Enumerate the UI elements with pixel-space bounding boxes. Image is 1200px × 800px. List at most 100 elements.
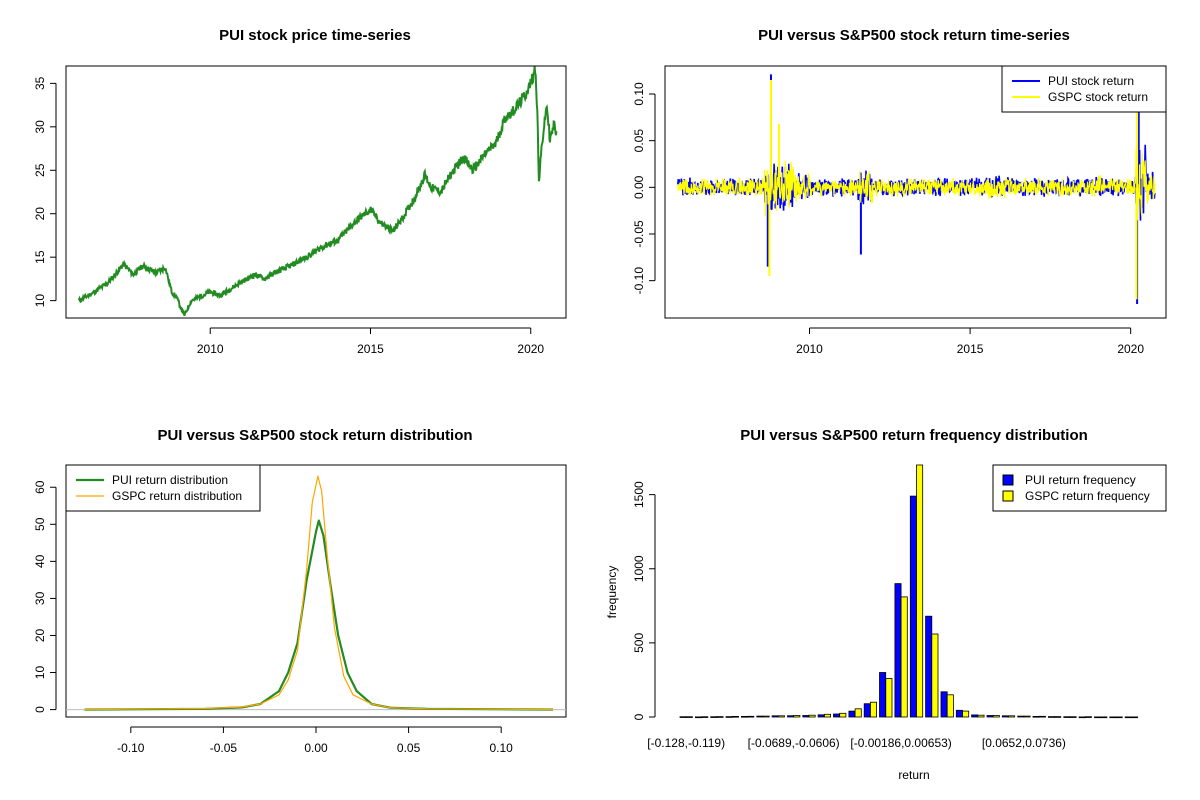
frequency-bar [1001, 715, 1009, 718]
frequency-bar [1078, 716, 1086, 719]
frequency-bar [1131, 716, 1139, 719]
return-timeseries-title: PUI versus S&P500 stock return time-seri… [758, 27, 1070, 44]
frequency-bar [756, 715, 764, 718]
frequency-bar [879, 672, 887, 718]
density-y-tick-label: 50 [33, 517, 47, 531]
frequency-bar [885, 678, 893, 718]
frequency-bar [894, 583, 902, 718]
frequency-bar [1094, 716, 1102, 719]
frequency-bar [716, 716, 724, 718]
return-timeseries-plot-box [664, 65, 1167, 319]
returns-x-tick-label: 2010 [796, 342, 823, 356]
density-y-tick-label: 40 [33, 554, 47, 568]
frequency-bar [1054, 716, 1062, 718]
price-chart-plot-box [65, 65, 567, 319]
frequency-y-tick-label: 1500 [632, 481, 646, 508]
frequency-bar [747, 715, 755, 718]
price-y-tick-label: 20 [33, 207, 47, 221]
density-legend-box [65, 464, 261, 512]
frequency-bar [1038, 715, 1046, 718]
return-density-marks: -0.10 -0.05 0.00 0.05 0.10 0 10 20 30 40 50 60 PUI r… [33, 464, 566, 755]
frequency-bar [741, 716, 749, 718]
frequency-bar [1115, 716, 1123, 719]
frequency-bar [863, 703, 871, 718]
density-legend-label: PUI return distribution [112, 473, 228, 487]
price-x-tick-label: 2010 [197, 342, 224, 356]
frequency-histogram-marks: 0 500 1000 1500 [-0.128,-0.119) [-0.0689,-0.0… [632, 464, 1167, 750]
frequency-bar [710, 716, 718, 718]
frequency-bar [808, 714, 816, 718]
density-y-tick-label: 60 [33, 480, 47, 494]
frequency-bar [1100, 716, 1108, 719]
price-y-tick-label: 10 [33, 294, 47, 308]
frequency-legend-label: PUI return frequency [1025, 473, 1136, 487]
frequency-histogram-title: PUI versus S&P500 return frequency distr… [740, 427, 1088, 444]
frequency-bar [925, 615, 933, 718]
frequency-bar [725, 716, 733, 718]
density-legend-label: GSPC return distribution [112, 489, 242, 503]
frequency-bar [931, 633, 939, 718]
frequency-bar [1032, 716, 1040, 718]
frequency-bar [916, 464, 924, 718]
frequency-bar [839, 712, 847, 718]
frequency-bar [977, 714, 985, 718]
frequency-bar [1069, 716, 1077, 718]
density-y-tick-label: 10 [33, 666, 47, 680]
frequency-bar [870, 701, 878, 718]
frequency-bar [1084, 716, 1092, 718]
frequency-bar [817, 714, 825, 718]
frequency-bar [900, 596, 908, 718]
frequency-bar [986, 715, 994, 718]
density-y-tick-label: 30 [33, 591, 47, 605]
frequency-bar [848, 710, 856, 718]
frequency-bar [1023, 715, 1031, 718]
frequency-bar [854, 708, 862, 718]
frequency-x-tick-label: [0.0652,0.0736) [982, 736, 1066, 750]
density-y-tick-label: 20 [33, 628, 47, 642]
price-x-tick-label: 2020 [517, 342, 544, 356]
frequency-bar [962, 710, 970, 718]
price-y-tick-label: 30 [33, 120, 47, 134]
density-y-tick-label: 0 [33, 706, 47, 713]
returns-y-tick-label: 0.00 [632, 175, 646, 199]
frequency-bar [940, 691, 948, 718]
frequency-bar [992, 715, 1000, 718]
price-chart-panel: PUI stock price time-series 2010 2015 2020… [33, 27, 567, 356]
price-x-tick-label: 2015 [357, 342, 384, 356]
return-density-title: PUI versus S&P500 stock return distribut… [157, 427, 472, 444]
price-chart-title: PUI stock price time-series [219, 27, 411, 44]
returns-series-line [677, 147, 1156, 221]
frequency-bar [762, 715, 770, 718]
returns-x-tick-label: 2015 [957, 342, 984, 356]
density-series-line [84, 519, 554, 711]
frequency-bar [802, 715, 810, 718]
frequency-bar [833, 713, 841, 718]
frequency-bar [909, 495, 917, 718]
frequency-legend-label: GSPC return frequency [1025, 489, 1150, 503]
frequency-bar [946, 694, 954, 718]
frequency-bar [824, 713, 832, 718]
frequency-x-tick-label: [-0.0689,-0.0606) [748, 736, 840, 750]
frequency-y-tick-label: 0 [632, 713, 646, 720]
frequency-bar [771, 715, 779, 718]
return-timeseries-marks: 2010 2015 2020 0.10 0.05 0.00 -0.05 -0.10 PUI st… [632, 65, 1167, 356]
frequency-legend-swatch [1002, 474, 1014, 486]
returns-y-tick-label: 0.10 [632, 82, 646, 106]
price-y-tick-label: 25 [33, 163, 47, 177]
frequency-bar [695, 716, 703, 719]
frequency-bar [679, 716, 687, 718]
frequency-x-tick-label: [-0.128,-0.119) [647, 736, 725, 750]
frequency-y-tick-label: 1000 [632, 555, 646, 582]
return-density-panel: PUI versus S&P500 stock return distribut… [33, 427, 567, 755]
frequency-bar [685, 716, 693, 718]
returns-legend-label: PUI stock return [1048, 74, 1134, 88]
frequency-bar [731, 716, 739, 718]
frequency-bar [1109, 716, 1117, 719]
price-series-line [77, 66, 558, 317]
frequency-y-axis-label: frequency [605, 566, 619, 619]
frequency-bar [777, 715, 785, 718]
returns-y-tick-label: 0.05 [632, 129, 646, 153]
frequency-legend-swatch [1002, 490, 1014, 502]
frequency-histogram-panel: PUI versus S&P500 return frequency distr… [605, 427, 1167, 782]
return-density-plot-box [65, 464, 567, 718]
